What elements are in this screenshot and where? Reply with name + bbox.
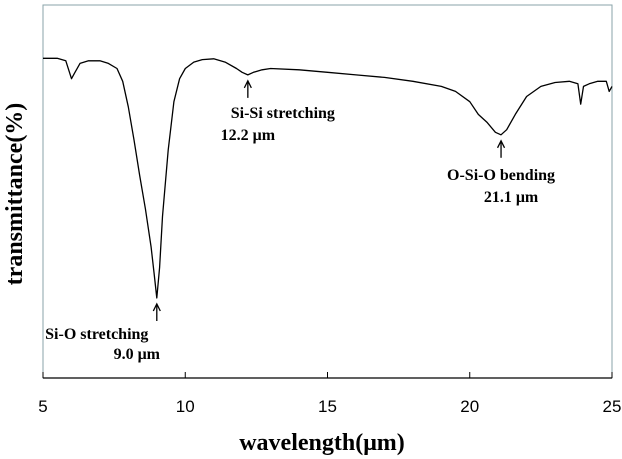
- annotation-value: 12.2 μm: [221, 127, 276, 144]
- x-tick-label: 20: [460, 397, 479, 416]
- annotation-label: Si-O stretching: [45, 326, 148, 343]
- x-axis-ticks: 5 10 15 20 25: [38, 372, 621, 416]
- annotation-arrow-head: [243, 79, 252, 89]
- x-axis-title: wavelength(μm): [239, 430, 405, 456]
- y-axis-title: transmittance(%): [2, 103, 28, 286]
- x-tick-label: 15: [318, 397, 337, 416]
- annotation-value: 21.1 μm: [484, 189, 539, 206]
- annotation-value: 9.0 μm: [114, 346, 161, 363]
- annotation-label: Si-Si stretching: [231, 105, 335, 122]
- series-line-transmittance: [43, 57, 613, 299]
- peak-annotations: Si-O stretching 9.0 μm Si-Si stretching 12.…: [45, 79, 555, 363]
- x-tick-label: 10: [176, 397, 195, 416]
- x-tick-label: 5: [38, 397, 47, 416]
- annotation-label: O-Si-O bending: [447, 167, 555, 184]
- x-tick-label: 25: [603, 397, 622, 416]
- annotation-arrow-head: [152, 302, 161, 312]
- annotation-arrow-head: [496, 139, 506, 149]
